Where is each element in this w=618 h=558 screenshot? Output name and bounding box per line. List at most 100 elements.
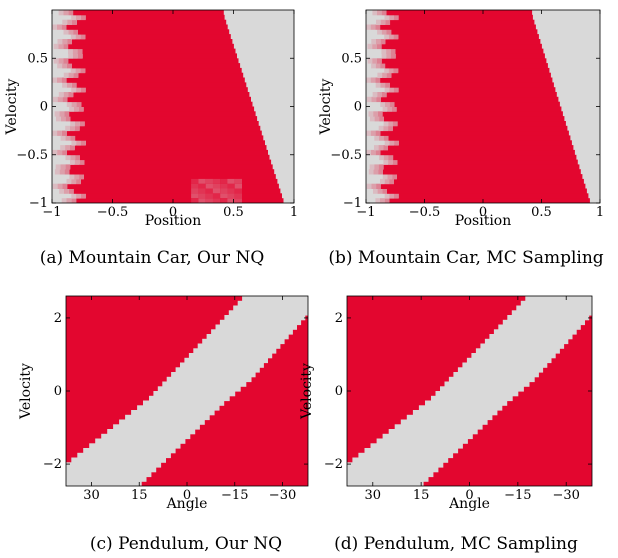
heatmap-row [516, 305, 592, 311]
heatmap-cell [72, 19, 77, 25]
heatmap-row [66, 467, 157, 473]
heatmap-cell [62, 149, 67, 156]
heatmap-cell [377, 72, 383, 78]
heatmap-cell [74, 174, 79, 180]
heatmap-cell [70, 67, 76, 74]
heatmap-cell [57, 183, 63, 189]
heatmap-row [101, 433, 191, 440]
x-tick-label: 1 [596, 205, 604, 220]
heatmap-cell [393, 34, 399, 40]
heatmap-cell [62, 82, 67, 88]
heatmap-cell [80, 14, 86, 21]
heatmap-row [418, 405, 503, 411]
heatmap-cell [76, 101, 82, 107]
heatmap-cell [212, 188, 221, 194]
heatmap-row [107, 429, 196, 435]
heatmap-cell [61, 77, 67, 83]
heatmap-cell [368, 169, 374, 175]
heatmap-row [380, 96, 559, 103]
heatmap-cell [60, 164, 66, 170]
heatmap-row [398, 34, 539, 40]
heatmap-row [180, 362, 264, 368]
heatmap-row [171, 372, 256, 378]
heatmap-cell [375, 63, 381, 69]
heatmap-cell [377, 58, 382, 64]
heatmap-cell [69, 145, 75, 151]
heatmap-cell [379, 154, 384, 161]
heatmap-cell [63, 43, 69, 50]
heatmap-row [66, 77, 245, 83]
heatmap-cell [394, 140, 399, 146]
heatmap-cell [212, 193, 221, 199]
heatmap-cell [376, 19, 381, 25]
heatmap-cell [374, 135, 379, 141]
heatmap-cell [54, 111, 60, 117]
heatmap-cell [57, 96, 63, 103]
panel-c: 30 15 0 −15 −30 −2 0 2 Angle Velocity [18, 295, 309, 512]
heatmap-cell [68, 29, 74, 35]
heatmap-area [347, 296, 592, 486]
heatmap-cell [75, 121, 80, 127]
heatmap-row [71, 457, 166, 463]
heatmap-cell [57, 149, 62, 156]
heatmap-row [77, 452, 171, 459]
heatmap-row [89, 443, 181, 449]
heatmap-cell [367, 58, 373, 64]
panel-a: −1 −0.5 0 0.5 1 −1 −0.5 0 0.5 Position Velocity [4, 9, 298, 229]
heatmap-row [193, 348, 277, 354]
heatmap-cell [68, 72, 74, 78]
heatmap-row [242, 296, 308, 302]
heatmap-cell [56, 116, 61, 122]
heatmap-row [95, 438, 186, 444]
x-tick-label: 0.5 [223, 205, 244, 220]
heatmap-cell [383, 145, 388, 151]
heatmap-cell [198, 178, 206, 184]
heatmap-cell [61, 198, 67, 203]
heatmap-cell [79, 121, 85, 127]
heatmap-cell [68, 188, 74, 194]
heatmap-row [68, 43, 234, 50]
heatmap-row [480, 343, 565, 349]
heatmap-cell [381, 53, 387, 59]
heatmap-row [68, 58, 239, 64]
heatmap-cell [389, 101, 395, 107]
heatmap-cell [77, 53, 83, 59]
heatmap-cell [76, 140, 81, 146]
heatmap-cell [380, 82, 386, 88]
heatmap-cell [191, 178, 199, 184]
heatmap-cell [57, 39, 63, 45]
heatmap-cell [383, 154, 389, 161]
caption-a: (a) Mountain Car, Our NQ [40, 248, 265, 268]
heatmap-row [153, 391, 236, 397]
heatmap-cell [57, 63, 62, 69]
heatmap-cell [62, 19, 68, 25]
heatmap-cell [383, 121, 389, 127]
heatmap-row [394, 424, 483, 430]
y-tick-label: −0.5 [16, 148, 48, 163]
heatmap-cell [70, 159, 75, 165]
heatmap-cell [391, 53, 396, 59]
heatmap-cell [392, 121, 398, 127]
heatmap-row [406, 414, 493, 421]
heatmap-cell [198, 198, 206, 203]
heatmap-cell [392, 159, 398, 165]
heatmap-cell [80, 67, 86, 74]
heatmap-row [440, 386, 524, 392]
heatmap-row [475, 348, 560, 354]
heatmap-cell [388, 67, 394, 74]
heatmap-cell [79, 159, 85, 165]
heatmap-cell [58, 58, 64, 64]
heatmap-cell [74, 125, 80, 132]
heatmap-row [394, 178, 584, 185]
heatmap-row [66, 481, 142, 486]
x-axis-label: Position [455, 213, 512, 229]
heatmap-cell [366, 24, 371, 30]
heatmap-row [66, 130, 262, 136]
heatmap-row [125, 414, 210, 421]
heatmap-row [396, 106, 562, 112]
heatmap-row [381, 43, 542, 50]
heatmap-row [66, 462, 162, 468]
heatmap-cell [384, 67, 389, 74]
heatmap-cell [369, 164, 375, 170]
heatmap-row [380, 77, 553, 83]
